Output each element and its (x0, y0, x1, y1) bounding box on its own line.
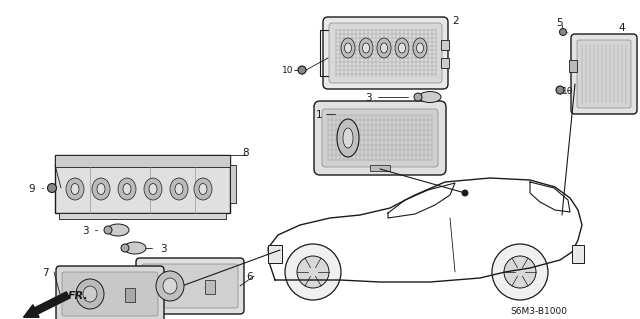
Ellipse shape (163, 278, 177, 294)
Ellipse shape (156, 271, 184, 301)
FancyBboxPatch shape (577, 40, 631, 108)
Ellipse shape (381, 43, 387, 53)
Bar (55, 155, 230, 167)
Ellipse shape (144, 178, 162, 200)
FancyBboxPatch shape (314, 101, 446, 175)
Text: 3: 3 (160, 244, 166, 254)
Ellipse shape (462, 190, 468, 196)
Ellipse shape (104, 226, 112, 234)
Bar (441, 40, 449, 50)
Ellipse shape (66, 178, 84, 200)
Circle shape (285, 244, 341, 300)
Ellipse shape (97, 183, 105, 195)
FancyBboxPatch shape (62, 272, 158, 316)
Ellipse shape (118, 178, 136, 200)
Text: 3: 3 (82, 226, 88, 236)
Ellipse shape (414, 93, 422, 101)
Ellipse shape (71, 183, 79, 195)
Ellipse shape (362, 43, 369, 53)
Ellipse shape (83, 286, 97, 302)
Ellipse shape (559, 28, 566, 35)
Bar (268, 245, 282, 263)
Ellipse shape (556, 86, 564, 94)
Text: 10: 10 (562, 87, 573, 96)
Text: 6: 6 (246, 272, 253, 282)
Ellipse shape (121, 244, 129, 252)
Ellipse shape (419, 92, 441, 102)
FancyBboxPatch shape (136, 258, 244, 314)
Bar (59, 213, 226, 219)
Ellipse shape (417, 43, 424, 53)
Text: 8: 8 (242, 148, 248, 158)
Ellipse shape (359, 38, 373, 58)
Text: 7: 7 (42, 268, 49, 278)
Ellipse shape (170, 178, 188, 200)
Circle shape (492, 244, 548, 300)
Ellipse shape (123, 183, 131, 195)
Text: FR.: FR. (68, 291, 89, 301)
Ellipse shape (413, 38, 427, 58)
Bar (205, 280, 215, 294)
Ellipse shape (149, 183, 157, 195)
Ellipse shape (194, 178, 212, 200)
Bar (569, 60, 577, 72)
FancyBboxPatch shape (323, 17, 448, 89)
Ellipse shape (344, 43, 351, 53)
Text: 1: 1 (316, 110, 323, 120)
Bar (370, 165, 390, 171)
FancyBboxPatch shape (142, 264, 238, 308)
Ellipse shape (337, 119, 359, 157)
Ellipse shape (399, 43, 406, 53)
Ellipse shape (298, 66, 306, 74)
Ellipse shape (343, 128, 353, 148)
Ellipse shape (47, 183, 56, 192)
Ellipse shape (341, 38, 355, 58)
Text: 3: 3 (365, 93, 372, 103)
Ellipse shape (199, 183, 207, 195)
FancyBboxPatch shape (329, 23, 442, 83)
Bar (125, 288, 135, 302)
Ellipse shape (92, 178, 110, 200)
Ellipse shape (175, 183, 183, 195)
Bar (572, 245, 584, 263)
Text: 2: 2 (452, 16, 459, 26)
Text: 10: 10 (282, 66, 294, 75)
Bar (441, 58, 449, 68)
Text: 5: 5 (556, 18, 563, 28)
Ellipse shape (107, 224, 129, 236)
Ellipse shape (124, 242, 146, 254)
Ellipse shape (395, 38, 409, 58)
Text: S6M3-B1000: S6M3-B1000 (510, 307, 567, 316)
Circle shape (504, 256, 536, 288)
FancyBboxPatch shape (571, 34, 637, 114)
Bar (230, 165, 236, 203)
Ellipse shape (377, 38, 391, 58)
Bar (55, 155, 230, 213)
FancyBboxPatch shape (322, 109, 438, 167)
Circle shape (297, 256, 329, 288)
Ellipse shape (76, 279, 104, 309)
Text: 4: 4 (618, 23, 625, 33)
FancyArrow shape (24, 292, 70, 317)
FancyBboxPatch shape (56, 266, 164, 319)
Text: 9: 9 (28, 184, 35, 194)
